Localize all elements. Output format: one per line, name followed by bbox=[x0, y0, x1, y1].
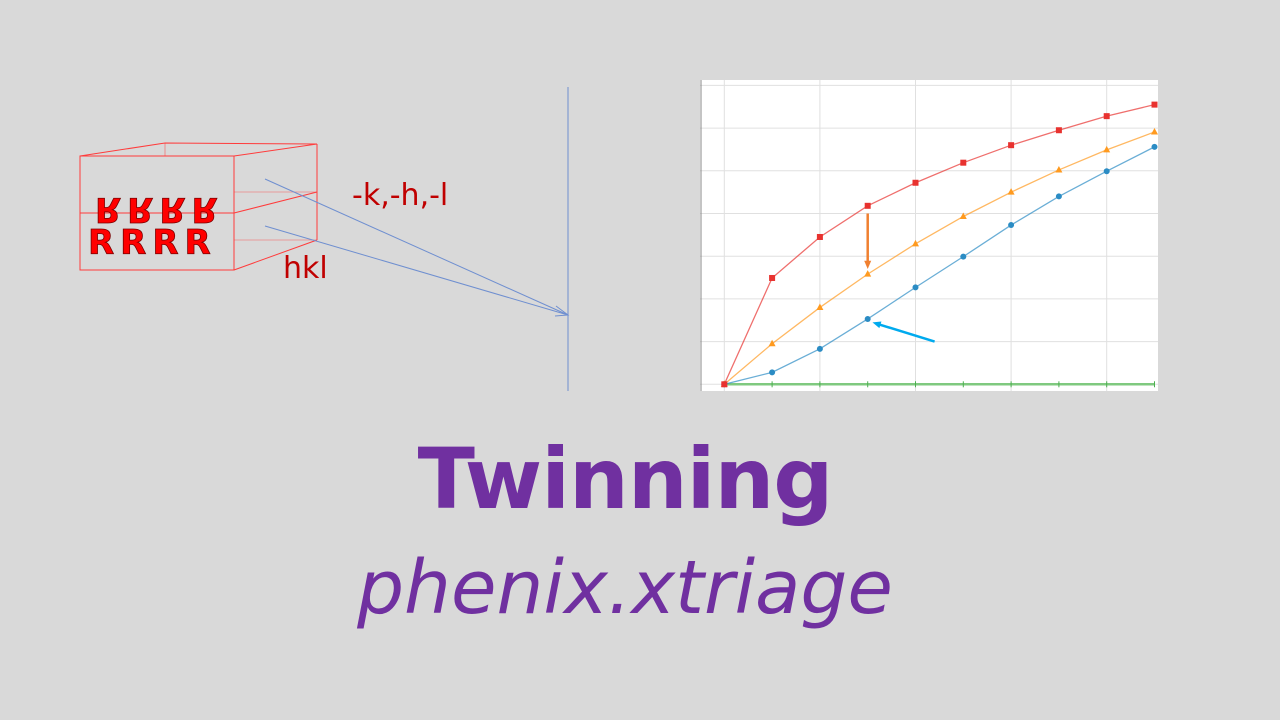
diffraction-rays bbox=[264, 87, 570, 391]
series-line bbox=[724, 146, 1155, 385]
data-point bbox=[1008, 222, 1015, 229]
index-label: hkl bbox=[283, 251, 328, 286]
data-point bbox=[1007, 188, 1015, 195]
data-point bbox=[1055, 193, 1062, 200]
annotation-arrowhead bbox=[864, 260, 872, 270]
data-point bbox=[1055, 165, 1063, 173]
twin-index-label: -k,-h,-l bbox=[352, 178, 448, 213]
data-point bbox=[769, 274, 776, 281]
chart bbox=[700, 80, 1158, 391]
data-point bbox=[960, 253, 967, 260]
data-point bbox=[1103, 145, 1111, 153]
data-point bbox=[768, 339, 776, 347]
data-point bbox=[864, 270, 872, 277]
data-point bbox=[1008, 142, 1015, 149]
annotation-arrow bbox=[877, 322, 935, 343]
data-point bbox=[1151, 101, 1158, 108]
page-subtitle: phenix.xtriage bbox=[357, 545, 893, 631]
front-row-letters: RRRR bbox=[88, 223, 217, 263]
data-point bbox=[864, 315, 871, 322]
data-point bbox=[1103, 168, 1110, 175]
data-point bbox=[816, 233, 823, 240]
twin-row-letters: RRRR bbox=[95, 189, 224, 229]
data-point bbox=[1151, 143, 1158, 150]
data-point bbox=[816, 345, 823, 352]
data-point bbox=[1151, 127, 1158, 135]
data-point bbox=[960, 159, 967, 166]
data-point bbox=[816, 303, 824, 310]
data-point bbox=[912, 239, 919, 247]
crystal-box bbox=[79, 142, 318, 271]
data-point bbox=[912, 284, 919, 291]
data-point bbox=[912, 179, 919, 186]
data-point bbox=[864, 202, 871, 209]
data-point bbox=[959, 212, 967, 219]
data-point bbox=[1055, 127, 1062, 134]
series-line bbox=[723, 131, 1155, 385]
page-title: Twinning bbox=[417, 430, 834, 528]
series-line bbox=[723, 103, 1155, 385]
data-point bbox=[769, 369, 776, 376]
annotation-arrowhead bbox=[872, 321, 882, 329]
data-point bbox=[1103, 113, 1110, 120]
data-point bbox=[721, 381, 728, 388]
